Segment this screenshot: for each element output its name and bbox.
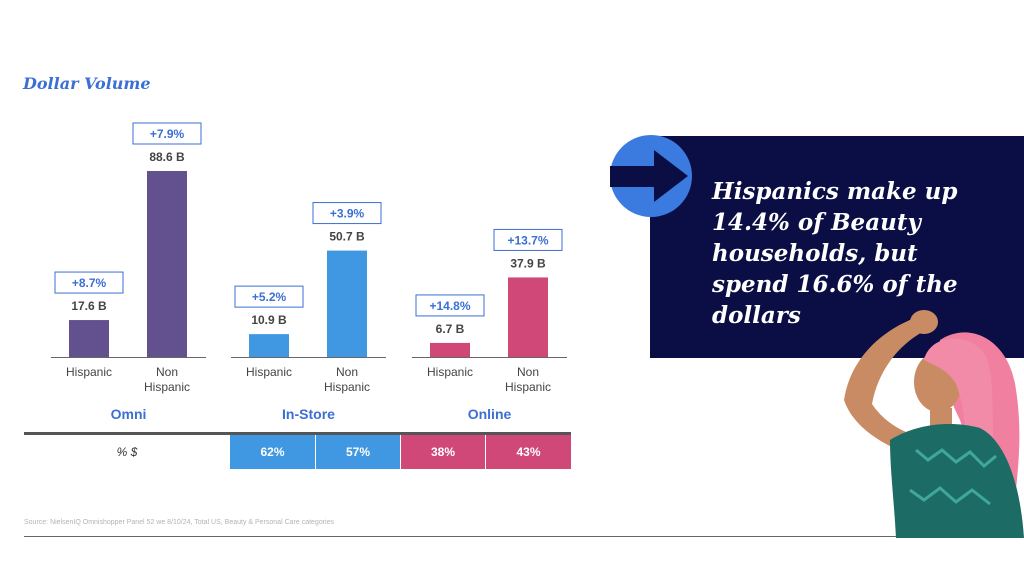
table-top-rule: [24, 432, 571, 435]
bottom-rule: [24, 536, 1014, 537]
online-non-hispanic-bar: [508, 277, 548, 357]
online-non-hispanic-growth-box: [493, 228, 563, 251]
share-table: % $ 62% 57% 38% 43%: [24, 432, 571, 469]
table-row-label: % $: [116, 445, 138, 459]
online-group-label: Online: [468, 406, 512, 422]
in-store-non-hispanic-growth-box: [312, 202, 382, 225]
omni-non-hispanic-bar: [147, 171, 187, 357]
in-store-hispanic-category-label: Hispanic: [246, 365, 292, 379]
omni-hispanic-category-label: Hispanic: [66, 365, 112, 379]
online-non-hispanic-value-label: 37.9 B: [510, 256, 546, 270]
in-store-non-hispanic-category-label: Non Hispanic: [324, 365, 370, 394]
omni-hispanic-growth-label: +8.7%: [72, 276, 107, 290]
in-store-hispanic-growth-box: [234, 285, 304, 308]
chart-title: Dollar Volume: [23, 74, 151, 93]
table-cell-online-non-hispanic: 43%: [486, 435, 571, 469]
online-non-hispanic-category-label: Non Hispanic: [505, 365, 551, 394]
callout-text: Hispanics make up 14.4% of Beauty househ…: [712, 178, 958, 329]
online-hispanic-growth-box: [415, 294, 485, 317]
in-store-non-hispanic-bar: [327, 250, 367, 357]
table-cell-online-hispanic: 38%: [401, 435, 485, 469]
omni-non-hispanic-growth-box: [132, 122, 202, 145]
omni-non-hispanic-category-label: Non Hispanic: [144, 365, 190, 394]
omni-non-hispanic-growth-label: +7.9%: [150, 127, 185, 141]
online-hispanic-category-label: Hispanic: [427, 365, 473, 379]
online-non-hispanic-growth-label: +13.7%: [507, 233, 548, 247]
in-store-hispanic-value-label: 10.9 B: [251, 313, 287, 327]
omni-hispanic-bar: [69, 320, 109, 357]
online-hispanic-growth-label: +14.8%: [429, 299, 470, 313]
callout-box: [650, 136, 1024, 358]
table-cell-instore-hispanic: 62%: [230, 435, 315, 469]
arrow-right-icon: [610, 135, 692, 217]
woman-flexing-photo: [844, 310, 1024, 538]
bar-chart: 17.6 B +8.7% Hispanic 88.6 B +7.9% Non Hispani…: [51, 122, 567, 422]
omni-non-hispanic-value-label: 88.6 B: [149, 150, 185, 164]
source-note: Source: NielsenIQ Omnishopper Panel 52 w…: [24, 519, 334, 526]
in-store-group-label: In-Store: [282, 406, 335, 422]
in-store-hispanic-bar: [249, 334, 289, 357]
in-store-non-hispanic-value-label: 50.7 B: [329, 230, 365, 244]
table-cell-instore-non-hispanic: 57%: [316, 435, 400, 469]
in-store-non-hispanic-growth-label: +3.9%: [330, 207, 365, 221]
omni-group-label: Omni: [111, 406, 147, 422]
omni-hispanic-value-label: 17.6 B: [71, 299, 107, 313]
in-store-hispanic-growth-label: +5.2%: [252, 290, 287, 304]
omni-hispanic-growth-box: [54, 271, 124, 294]
online-hispanic-bar: [430, 342, 470, 357]
online-hispanic-value-label: 6.7 B: [436, 322, 465, 336]
